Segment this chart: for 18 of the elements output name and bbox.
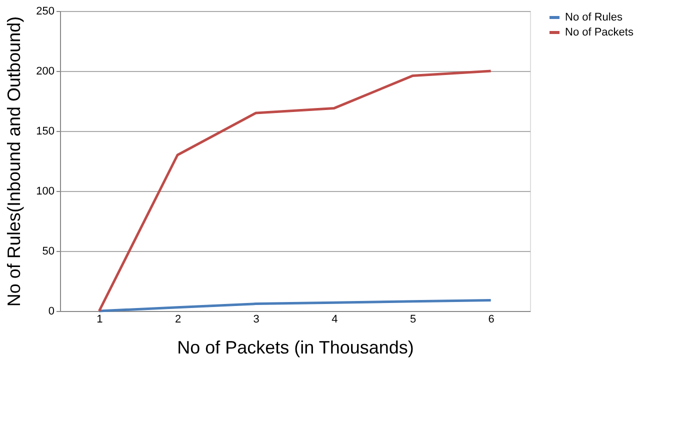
x-tick-label: 2 — [174, 314, 182, 326]
legend-label: No of Rules — [565, 12, 623, 24]
x-tick-label: 1 — [96, 314, 103, 326]
y-tick-label: 50 — [42, 246, 54, 258]
x-tick-label: 6 — [488, 314, 494, 326]
y-tick-label: 250 — [36, 6, 54, 18]
line-series — [98, 70, 492, 312]
x-axis-title: No of Packets (in Thousands) — [177, 338, 414, 358]
y-tick-label: 0 — [48, 306, 54, 318]
y-tick-label: 100 — [36, 186, 54, 198]
x-tick-label: 3 — [253, 314, 260, 326]
x-tick-label: 4 — [332, 314, 338, 326]
legend-label: No of Packets — [565, 26, 634, 38]
x-tick-label: 5 — [410, 314, 416, 326]
y-axis-title: No of Rules(Inbound and Outbound) — [4, 16, 24, 307]
y-tick-label: 200 — [36, 66, 54, 78]
y-tick-label: 150 — [36, 126, 54, 138]
line-series — [98, 298, 492, 312]
